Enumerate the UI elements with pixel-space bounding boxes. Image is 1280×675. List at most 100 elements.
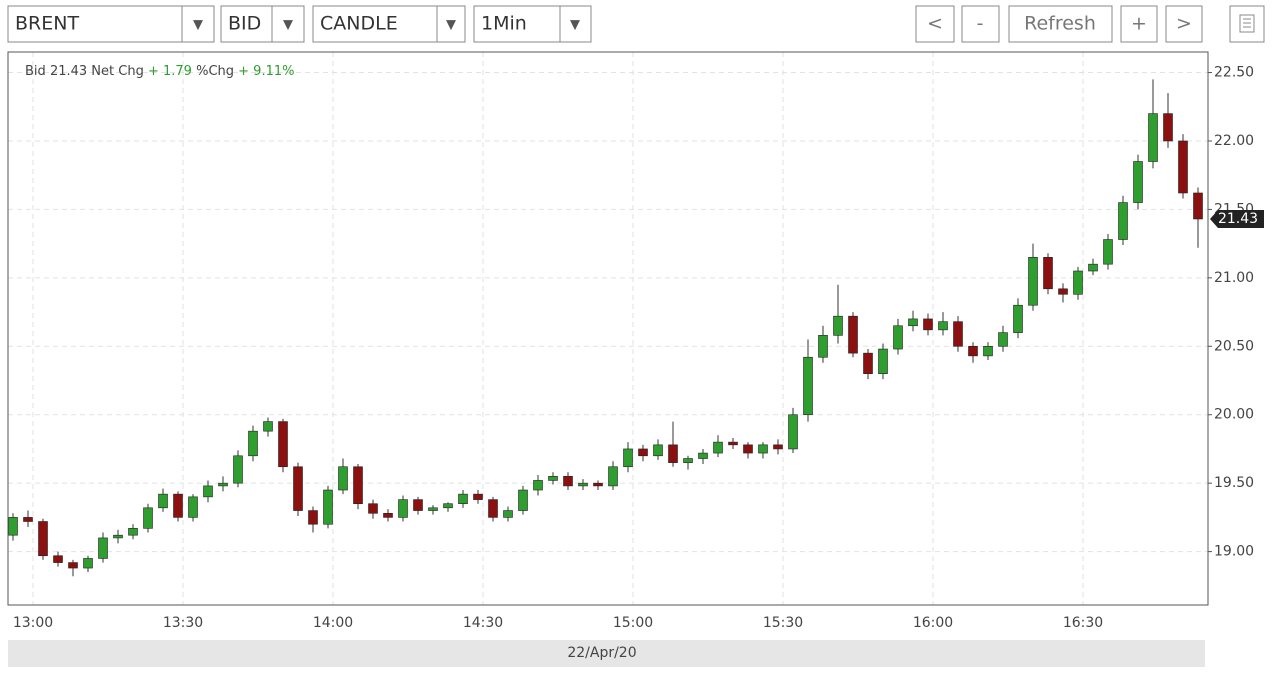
header: Bid 21.43 Net Chg + 1.79 %Chg + 9.11% [25, 64, 294, 79]
style-select[interactable] [312, 5, 466, 43]
pct-value: + 9.11% [238, 64, 294, 79]
candle-body [473, 493, 483, 500]
x-tick-label: 13:30 [163, 615, 203, 631]
candle-body [698, 452, 708, 459]
candle-body [68, 562, 78, 569]
bid-value: 21.43 [50, 64, 87, 79]
candle-body [188, 496, 198, 518]
candle-body [848, 315, 858, 354]
candle-body [938, 321, 948, 331]
y-tick-label: 21.00 [1214, 270, 1254, 286]
button-label: Refresh [1024, 13, 1096, 35]
candle-body [248, 430, 258, 457]
candle-body [788, 414, 798, 450]
x-tick-label: 13:00 [13, 615, 53, 631]
y-tick-label: 19.00 [1214, 544, 1254, 560]
y-tick-label: 22.50 [1214, 65, 1254, 81]
candle-body [563, 476, 573, 487]
candle-body [1028, 257, 1038, 306]
candle-body [503, 510, 513, 518]
candle-body [143, 507, 153, 529]
candle-body [233, 455, 243, 484]
candle-body [1043, 257, 1053, 290]
candle-body [353, 466, 363, 505]
candle-body [833, 315, 843, 336]
candle-body [128, 528, 138, 536]
side-select[interactable] [220, 5, 305, 43]
candle-body [593, 482, 603, 487]
last-price-label: 21.43 [1218, 211, 1258, 227]
candle-body [203, 485, 213, 498]
dropdown-arrows: ▼ ▼ ▼ ▼ [193, 18, 580, 33]
candle-body [818, 335, 828, 358]
candle-body [683, 458, 693, 463]
plot [8, 52, 1208, 605]
candle-body [8, 517, 18, 536]
menu-icon [1239, 14, 1255, 33]
button[interactable] [1165, 5, 1203, 43]
net-value: + 1.79 [148, 64, 192, 79]
candle-body [338, 466, 348, 491]
arrow: ▼ [446, 18, 456, 33]
candle-body [578, 482, 588, 487]
candle-body [38, 521, 48, 557]
candle-body [548, 476, 558, 481]
candle-body [1103, 239, 1113, 265]
candle-body [893, 325, 903, 350]
candle-body [173, 493, 183, 518]
candle-body [1088, 263, 1098, 272]
button-label: - [977, 13, 984, 35]
candle-body [383, 512, 393, 518]
plot-frame [7, 51, 1209, 606]
candle-body [443, 503, 453, 509]
x-tick-label: 15:30 [763, 615, 803, 631]
candle-body [1148, 113, 1158, 162]
y-tick-label: 20.00 [1214, 407, 1254, 423]
arrow: ▼ [193, 18, 203, 33]
button-label: > [1176, 13, 1192, 35]
candle-body [623, 448, 633, 468]
y-tick-label: 22.00 [1214, 133, 1254, 149]
candle-body [773, 444, 783, 450]
candle-body [803, 356, 813, 416]
date-band [8, 640, 1205, 667]
candle-body [1193, 192, 1203, 220]
candle-body [758, 444, 768, 454]
candle-body [653, 444, 663, 457]
button[interactable] [1008, 5, 1113, 43]
button[interactable] [1120, 5, 1158, 43]
candle-body [713, 441, 723, 454]
candle-body [113, 534, 123, 539]
last-price-tag [1210, 209, 1264, 228]
symbol-select[interactable] [7, 5, 215, 43]
menu-button[interactable] [1229, 5, 1265, 43]
candle-body [158, 493, 168, 509]
interval-select[interactable] [473, 5, 592, 43]
candle-body [1013, 304, 1023, 333]
symbol: BRENT [15, 13, 79, 35]
toolbar [7, 5, 1265, 43]
button[interactable] [915, 5, 955, 43]
bid-label: Bid [25, 64, 46, 79]
candle-body [878, 348, 888, 374]
style: CANDLE [320, 13, 398, 35]
candle-body [53, 555, 63, 563]
candle-body [1163, 113, 1173, 142]
candle-body [953, 321, 963, 347]
candle-body [1118, 202, 1128, 240]
x-tick-label: 15:00 [613, 615, 653, 631]
candle-body [218, 482, 228, 487]
x-tick-label: 16:00 [913, 615, 953, 631]
candle-body [398, 499, 408, 518]
candle-body [293, 466, 303, 511]
candle-body [668, 444, 678, 463]
net-label: Net Chg [91, 64, 144, 79]
arrow: ▼ [570, 18, 580, 33]
candle-body [263, 421, 273, 432]
button-label: < [927, 13, 943, 35]
candle-body [923, 318, 933, 331]
candle-body [728, 441, 738, 446]
y-tick-label: 19.50 [1214, 475, 1254, 491]
button[interactable] [961, 5, 1000, 43]
